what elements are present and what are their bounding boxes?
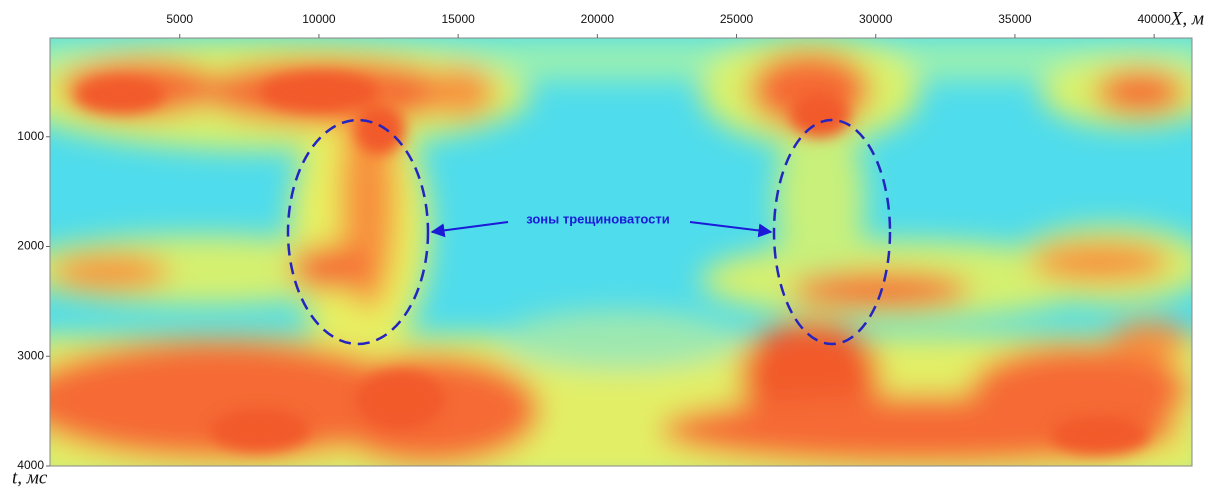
zone-outline [772, 118, 892, 346]
arrow [689, 221, 773, 238]
plot-frame [49, 37, 1193, 467]
x-tick-label: 10000 [302, 12, 336, 26]
y-tick-label: 3000 [17, 348, 44, 362]
annotation: зоны трещиноватости [526, 211, 670, 226]
x-tick-label: 30000 [859, 12, 893, 26]
axes: 5000 10000 15000 20000 25000 30000 35000 40000 1… [17, 12, 1171, 472]
x-tick-label: 25000 [720, 12, 754, 26]
x-tick-label: 5000 [166, 12, 193, 26]
y-tick-label: 1000 [17, 129, 44, 143]
y-axis-label: t, мс [12, 467, 48, 488]
x-tick-label: 40000 [1137, 12, 1171, 26]
x-tick-label: 35000 [998, 12, 1032, 26]
zone-outline [286, 118, 430, 346]
y-tick-label: 2000 [17, 239, 44, 253]
y-tick-label: 4000 [17, 458, 44, 472]
arrow [430, 221, 509, 238]
seismic-field [50, 38, 1192, 466]
x-tick-label: 15000 [441, 12, 475, 26]
x-axis-label: X, м [1170, 8, 1204, 29]
x-tick-label: 20000 [581, 12, 615, 26]
